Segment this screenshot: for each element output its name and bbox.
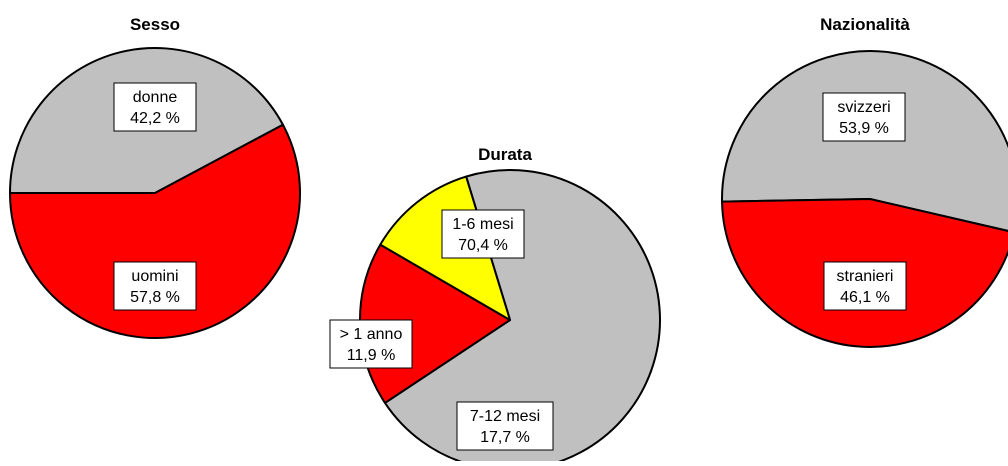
data-label-box [822, 92, 906, 142]
chart-title: Sesso [130, 15, 180, 34]
pie-slice-uomini [9, 123, 301, 340]
data-label-category: 7-12 mesi [470, 408, 540, 425]
chart-title: Durata [478, 145, 532, 164]
data-label: 7-12 mesi 17,7 % [456, 401, 554, 451]
data-label-box [823, 261, 907, 311]
data-label: 1-6 mesi 70,4 % [441, 209, 525, 259]
data-label: donne 42,2 % [113, 82, 197, 132]
data-label-value: 42,2 % [130, 110, 180, 127]
data-label-value: 46,1 % [840, 289, 890, 306]
data-label-value: 17,7 % [480, 429, 530, 446]
data-label: stranieri 46,1 % [823, 261, 907, 311]
data-label: uomini 57,8 % [113, 261, 197, 311]
data-label: svizzeri 53,9 % [822, 92, 906, 142]
data-label-value: 70,4 % [458, 237, 508, 254]
data-label-category: stranieri [837, 268, 894, 285]
data-label-box [329, 319, 413, 369]
data-label-value: 11,9 % [347, 347, 396, 364]
data-label-value: 57,8 % [130, 289, 180, 306]
pie-chart-1: Sesso donne 42,2 % uomini 57,8 % [9, 15, 301, 340]
data-label-value: 53,9 % [839, 120, 889, 137]
data-label-box [456, 401, 554, 451]
pie-chart-3: Nazionalità svizzeri 53,9 % stranieri 46,1 % [721, 15, 1008, 348]
data-label-category: 1-6 mesi [452, 216, 513, 233]
data-label-category: uomini [131, 268, 178, 285]
data-label-box [113, 82, 197, 132]
data-label-category: svizzeri [837, 99, 890, 116]
data-label-box [113, 261, 197, 311]
chart-title: Nazionalità [820, 15, 910, 34]
data-label-box [441, 209, 525, 259]
data-label-category: donne [133, 89, 178, 106]
data-label-category: > 1 anno [340, 326, 403, 343]
pie-chart-2: Durata 1-6 mesi 70,4 % 7-12 mesi 17,7 % > 1 a… [329, 145, 661, 466]
data-label: > 1 anno 11,9 % [329, 319, 413, 369]
